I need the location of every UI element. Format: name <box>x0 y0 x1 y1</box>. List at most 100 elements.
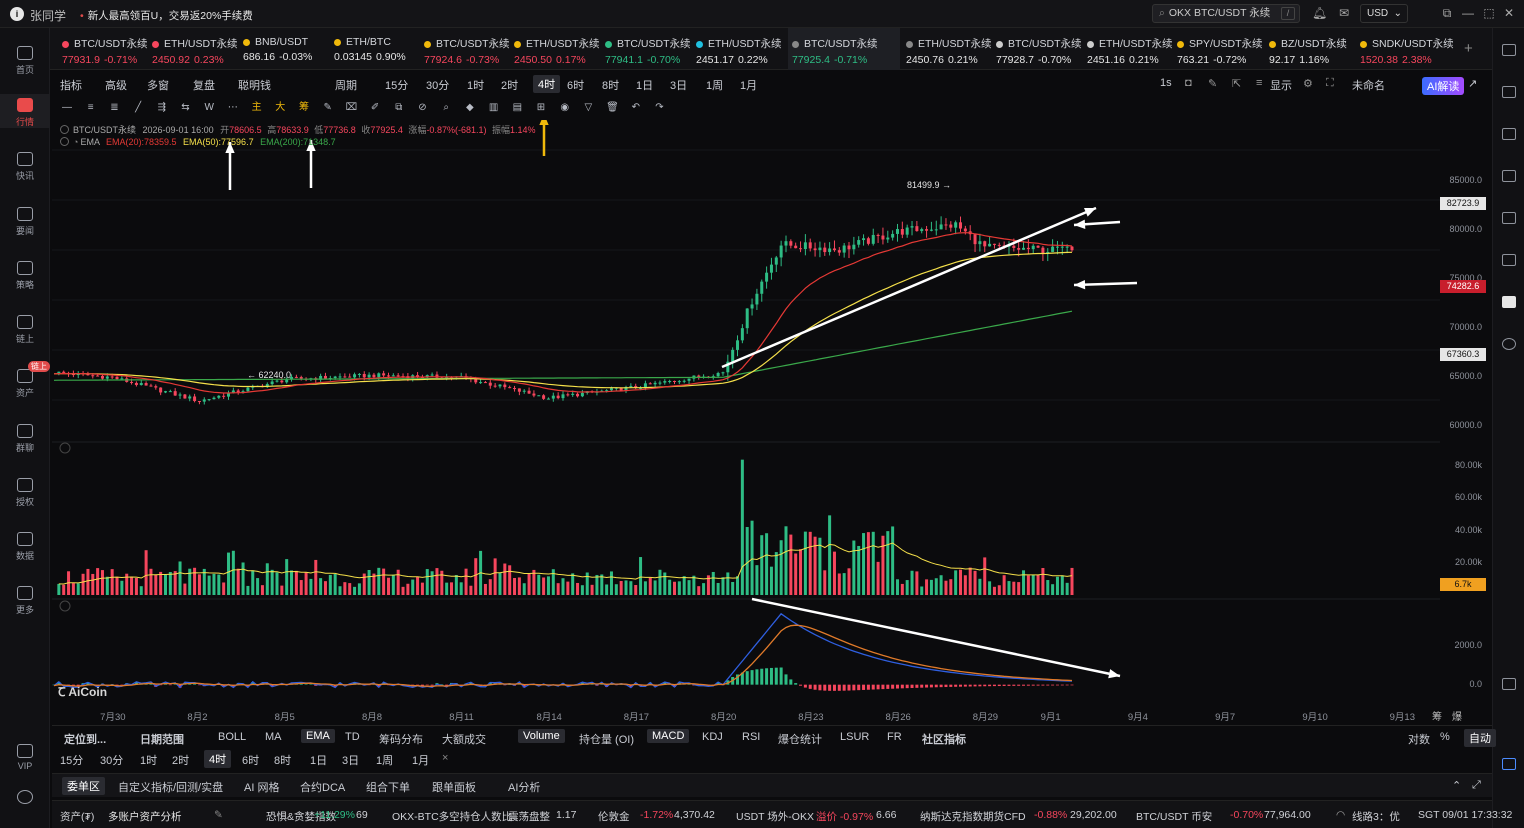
range-tool-icon[interactable]: ⇆ <box>181 102 190 113</box>
add-tab-icon[interactable]: + <box>1464 40 1473 57</box>
fullscreen-icon[interactable]: ⛶ <box>1326 77 1334 89</box>
ema20-arrow-annotation[interactable] <box>1073 219 1121 229</box>
refresh-icon[interactable] <box>1502 338 1516 350</box>
expand-icon[interactable]: ⤢ <box>1472 779 1481 791</box>
volume-collapse-icon[interactable] <box>59 442 71 454</box>
panel-icon[interactable] <box>1502 678 1516 690</box>
main-chart-icon[interactable]: 主 <box>251 102 262 113</box>
ema50-up-arrow-annotation[interactable] <box>225 142 235 190</box>
indicator-3[interactable]: TD <box>345 731 360 743</box>
sidebar-item-4[interactable]: 策略 <box>0 257 50 291</box>
toolbar-right-item[interactable]: 1s <box>1160 77 1172 89</box>
sidebar-item-2[interactable]: 快讯 <box>0 148 50 182</box>
hline-tool-icon[interactable]: ≡ <box>87 102 94 113</box>
bottom-tab-2[interactable]: AI 网格 <box>244 782 280 794</box>
sidebar-item-11[interactable]: VIP <box>0 740 50 774</box>
table-icon[interactable] <box>1502 254 1516 266</box>
magnet-icon[interactable]: ◉ <box>560 102 570 113</box>
ema200-up-arrow-annotation[interactable] <box>306 140 316 188</box>
trend-arrow-annotation[interactable] <box>721 206 1097 369</box>
sub-indicator-0[interactable]: Volume <box>518 729 565 743</box>
symbol-tab[interactable]: ETH/USDT永续 2450.76 0.21% <box>906 28 992 70</box>
collapse-icon[interactable] <box>60 125 69 134</box>
sidebar-item-8[interactable]: 授权 <box>0 474 50 508</box>
symbol-tab[interactable]: ETH/USDT永续 2450.92 0.23% <box>152 28 238 70</box>
toolbar-item-4[interactable]: 聪明钱 <box>238 80 271 92</box>
symbol-tab[interactable]: BTC/USDT永续 77925.4 -0.71% <box>788 28 900 70</box>
symbol-tab[interactable]: ETH/BTC 0.03145 0.90% <box>334 28 420 70</box>
eraser-icon[interactable]: ⌧ <box>345 102 358 113</box>
redo-icon[interactable]: ↷ <box>655 102 664 113</box>
share-icon[interactable]: ↗ <box>1468 78 1478 90</box>
bottom-tab-3[interactable]: 合约DCA <box>300 782 346 794</box>
period-up-arrow-annotation[interactable] <box>539 120 549 156</box>
toolbar-item-3[interactable]: 复盘 <box>193 80 215 92</box>
search-input[interactable]: ⌕ OKX BTC/USDT 永续 / <box>1152 4 1300 23</box>
date-range-button[interactable]: 日期范围 <box>140 734 184 746</box>
bottom-tab-1[interactable]: 自定义指标/回测/实盘 <box>118 782 224 794</box>
zoom-icon[interactable]: ⌕ <box>443 102 449 113</box>
sidebar-item-10[interactable]: 更多 <box>0 582 50 616</box>
period-option-3[interactable]: 2时 <box>172 755 190 767</box>
maximize-icon[interactable]: ⬚ <box>1483 6 1495 20</box>
bottom-tab-0[interactable]: 委单区 <box>62 777 105 795</box>
toolbar-item-12[interactable]: 8时 <box>602 80 620 92</box>
sidebar-item-9[interactable]: 数据 <box>0 528 50 562</box>
indicator-1[interactable]: MA <box>265 731 282 743</box>
currency-select[interactable]: USD ⌄ <box>1360 4 1408 23</box>
symbol-tab[interactable]: BTC/USDT永续 77928.7 -0.70% <box>996 28 1082 70</box>
wave-tool-icon[interactable]: W <box>204 102 214 113</box>
symbol-tab[interactable]: BTC/USDT永续 77931.9 -0.71% <box>62 28 148 70</box>
period-option-1[interactable]: 30分 <box>100 755 124 767</box>
toolbar-item-5[interactable]: 周期 <box>335 80 357 92</box>
edit-icon[interactable]: ✎ <box>214 809 223 821</box>
ai-interpret-button[interactable]: AI解读 <box>1422 77 1465 95</box>
camera-icon[interactable]: ◘ <box>1185 77 1192 89</box>
period-option-2[interactable]: 1时 <box>140 755 158 767</box>
ema200-arrow-annotation[interactable] <box>1073 279 1138 290</box>
toolbar-item-1[interactable]: 高级 <box>105 80 127 92</box>
trend-icon[interactable] <box>1502 170 1516 182</box>
brush-icon[interactable]: ✎ <box>323 102 332 113</box>
settings-gear[interactable] <box>0 790 50 807</box>
toolbar-item-9[interactable]: 2时 <box>501 80 519 92</box>
period-option-7[interactable]: 1日 <box>310 755 328 767</box>
symbol-tab[interactable]: ETH/USDT永续 2451.17 0.22% <box>696 28 782 70</box>
period-option-8[interactable]: 3日 <box>342 755 360 767</box>
period-option-9[interactable]: 1周 <box>376 755 394 767</box>
indicator-5[interactable]: 大额成交 <box>442 734 486 746</box>
settings-icon[interactable]: ⚙ <box>1303 78 1313 90</box>
bell-icon[interactable]: 🔔︎ <box>1312 6 1328 20</box>
sub-indicator-6[interactable]: LSUR <box>840 731 870 743</box>
minimize-icon[interactable]: — <box>1462 6 1474 20</box>
chart-canvas[interactable]: 81499.9 → ← 62240.0 Ꞇ AiCoin <box>52 120 1440 706</box>
bottom-tab-5[interactable]: 跟单面板 <box>432 782 476 794</box>
mail-icon[interactable]: ✉ <box>1338 6 1350 20</box>
macd-divergence-arrow-annotation[interactable] <box>751 597 1121 679</box>
filter-icon[interactable]: ▽ <box>584 102 593 113</box>
symbol-tab[interactable]: ETH/USDT永续 2450.50 0.17% <box>514 28 600 70</box>
axis-right-label[interactable]: 筹 <box>1432 712 1442 723</box>
toolbar-item-0[interactable]: 指标 <box>60 80 82 92</box>
price-axis[interactable]: 85000.0 80000.0 75000.0 70000.0 65000.0 60000… <box>1440 120 1490 706</box>
sub-indicator-1[interactable]: 持仓量 (OI) <box>579 734 634 746</box>
toolbar-item-10[interactable]: 4时 <box>533 75 561 93</box>
sidebar-item-7[interactable]: 群聊 <box>0 420 50 454</box>
symbol-tab[interactable]: ETH/USDT永续 2451.16 0.21% <box>1087 28 1173 70</box>
candle-type-icon[interactable]: ▥ <box>488 102 499 113</box>
orderbook-icon[interactable] <box>1502 86 1516 98</box>
chips-icon[interactable]: 筹 <box>299 102 309 113</box>
export-icon[interactable]: ⇱ <box>1232 78 1242 90</box>
symbol-tab[interactable]: BTC/USDT永续 77924.6 -0.73% <box>424 28 510 70</box>
window-popout-icon[interactable]: ⧉ <box>1442 6 1452 20</box>
layout-icon[interactable]: ▤ <box>512 102 523 113</box>
toolbar-item-15[interactable]: 1周 <box>706 80 724 92</box>
promo-banner[interactable]: 新人最高领百U，交易返20%手续费 <box>80 8 253 23</box>
toolbar-item-14[interactable]: 3日 <box>670 80 688 92</box>
template-icon[interactable]: ⊞ <box>536 102 546 113</box>
period-option-10[interactable]: 1月 <box>412 755 430 767</box>
sub-indicator-3[interactable]: KDJ <box>702 731 723 743</box>
time-axis[interactable]: 7月30 8月2 8月5 8月8 8月11 8月14 8月17 8月20 8月23 8月26 8月2… <box>52 706 1492 724</box>
pen-icon[interactable]: ✎ <box>1208 78 1218 90</box>
period-close-icon[interactable]: × <box>442 752 449 764</box>
